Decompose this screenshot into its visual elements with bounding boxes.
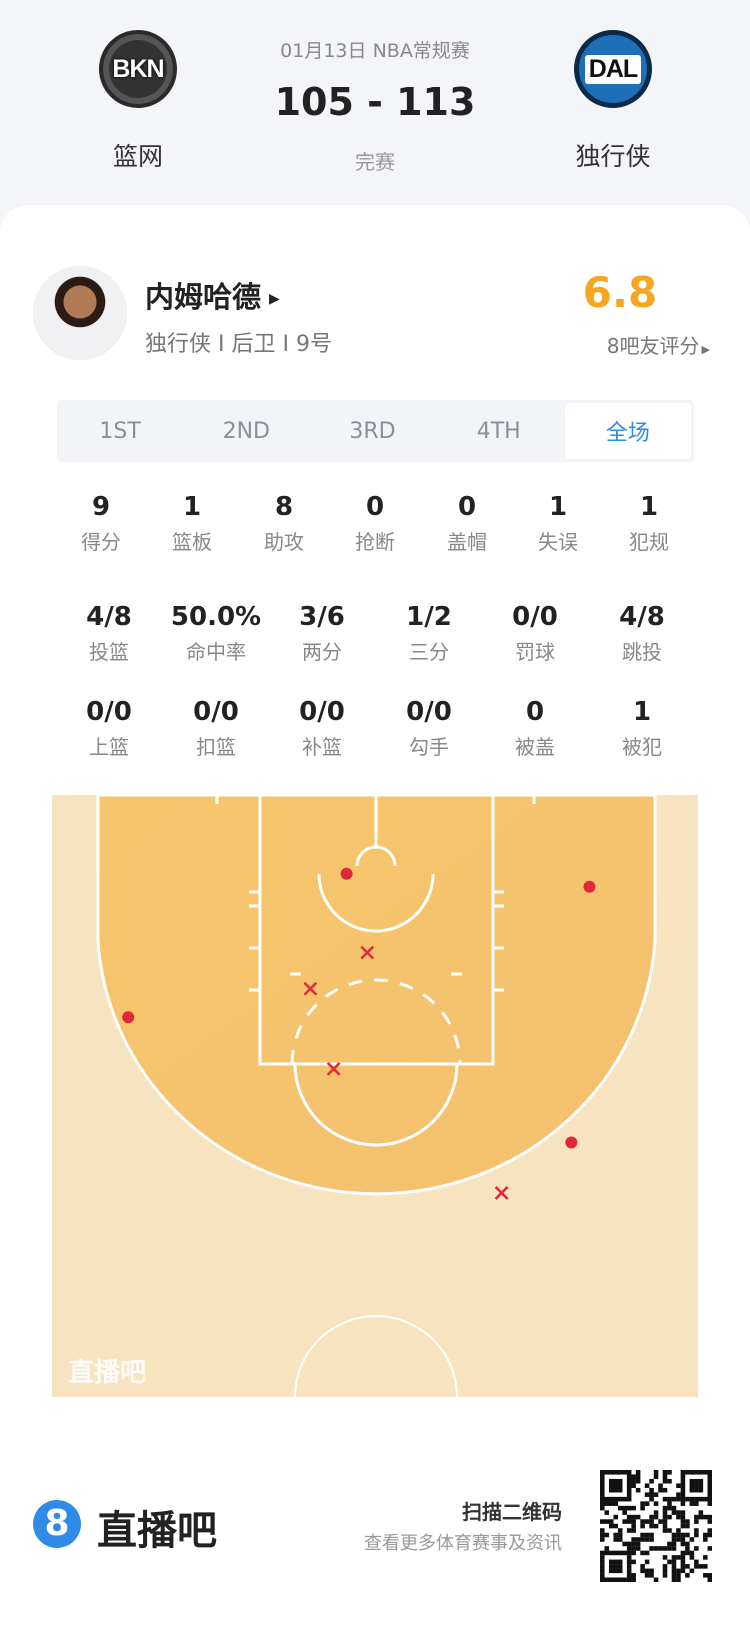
- stat-value: 4/8: [86, 602, 132, 632]
- missed-shot-marker: [326, 1062, 341, 1076]
- made-shot-marker: [565, 1136, 578, 1149]
- stat-stats-row1: 1 犯规: [594, 490, 704, 555]
- stat-label: 两分: [302, 640, 342, 664]
- stat-label: 得分: [81, 530, 121, 554]
- away-team-name: 独行侠: [575, 142, 651, 171]
- stat-value: 8: [274, 492, 294, 522]
- made-shot-marker: [122, 1011, 135, 1024]
- made-shot-marker: [340, 867, 353, 880]
- stat-label: 被犯: [622, 735, 662, 759]
- stat-label: 命中率: [186, 640, 246, 664]
- stat-value: 0: [365, 492, 385, 522]
- paint: [258, 795, 495, 1066]
- stat-value: 3/6: [299, 602, 345, 632]
- stat-value: 0: [457, 492, 477, 522]
- stat-value: 1: [639, 492, 659, 522]
- made-shot-marker: [583, 880, 596, 893]
- stat-label: 投篮: [89, 640, 129, 664]
- stat-stats-row1: 1 失误: [503, 490, 613, 555]
- stat-value: 1: [632, 697, 652, 727]
- stat-value: 50.0%: [170, 602, 262, 632]
- stat-stats-row3: 0/0 勾手: [374, 695, 484, 760]
- match-score: 105 - 113: [274, 80, 476, 124]
- away-team-logo[interactable]: DAL: [574, 30, 652, 108]
- stat-value: 1: [182, 492, 202, 522]
- stat-label: 失误: [538, 530, 578, 554]
- stat-stats-row2: 50.0% 命中率: [161, 600, 271, 665]
- home-team-logo[interactable]: BKN: [99, 30, 177, 108]
- stat-value: 4/8: [619, 602, 665, 632]
- stat-value: 0/0: [512, 602, 558, 632]
- tab-3rd[interactable]: 3RD: [349, 418, 396, 444]
- stat-label: 上篮: [89, 735, 129, 759]
- three-point-area: [96, 795, 657, 1196]
- stat-stats-row1: 9 得分: [46, 490, 156, 555]
- tab-full-game[interactable]: 全场: [564, 403, 692, 459]
- stat-stats-row3: 0 被盖: [480, 695, 590, 760]
- scan-subtitle: 查看更多体育赛事及资讯: [364, 1533, 562, 1554]
- missed-shot-marker: [303, 981, 318, 996]
- match-status: 完赛: [355, 150, 395, 174]
- player-name-link[interactable]: 内姆哈德 ▶: [145, 280, 280, 314]
- watermark: 直播吧: [68, 1358, 146, 1388]
- stat-stats-row2: 1/2 三分: [374, 600, 484, 665]
- stat-value: 0/0: [193, 697, 239, 727]
- shot-chart: 直播吧: [52, 795, 698, 1397]
- player-rating: 6.8: [582, 268, 658, 317]
- stat-label: 助攻: [264, 530, 304, 554]
- stat-label: 盖帽: [447, 530, 487, 554]
- stat-stats-row2: 0/0 罚球: [480, 600, 590, 665]
- stat-label: 三分: [409, 640, 449, 664]
- stat-value: 0/0: [406, 697, 452, 727]
- tab-4th[interactable]: 4TH: [476, 418, 521, 444]
- rating-link[interactable]: 8吧友评分 ▶: [606, 334, 710, 358]
- tab-2nd[interactable]: 2ND: [222, 418, 270, 444]
- tab-1st[interactable]: 1ST: [99, 418, 141, 444]
- caret-right-icon: ▶: [269, 291, 280, 307]
- match-date-league: 01月13日 NBA常规赛: [280, 40, 470, 62]
- caret-right-icon: ▶: [701, 343, 710, 356]
- stat-stats-row1: 8 助攻: [229, 490, 339, 555]
- stat-value: 9: [91, 492, 111, 522]
- stat-value: 0/0: [86, 697, 132, 727]
- stat-stats-row3: 1 被犯: [587, 695, 697, 760]
- stat-stats-row2: 3/6 两分: [267, 600, 377, 665]
- stat-label: 补篮: [302, 735, 342, 759]
- stat-value: 1: [548, 492, 568, 522]
- period-tabs: 1ST 2ND 3RD 4TH 全场: [57, 400, 694, 462]
- stat-label: 扣篮: [196, 735, 236, 759]
- qr-code: [600, 1470, 712, 1582]
- rim-arc: [355, 845, 397, 867]
- stat-stats-row3: 0/0 上篮: [54, 695, 164, 760]
- stat-stats-row1: 1 篮板: [137, 490, 247, 555]
- brand-name: 直播吧: [97, 1508, 217, 1554]
- stat-label: 罚球: [515, 640, 555, 664]
- stat-stats-row3: 0/0 补篮: [267, 695, 377, 760]
- stat-label: 犯规: [629, 530, 669, 554]
- missed-shot-marker: [360, 945, 375, 960]
- stat-stats-row2: 4/8 跳投: [587, 600, 697, 665]
- stat-stats-row1: 0 抢断: [320, 490, 430, 555]
- stat-label: 被盖: [515, 735, 555, 759]
- stat-label: 跳投: [622, 640, 662, 664]
- stat-value: 0/0: [299, 697, 345, 727]
- stat-label: 勾手: [409, 735, 449, 759]
- stat-value: 0: [525, 697, 545, 727]
- stat-stats-row2: 4/8 投篮: [54, 600, 164, 665]
- stat-stats-row1: 0 盖帽: [412, 490, 522, 555]
- player-avatar[interactable]: [33, 266, 127, 360]
- player-info: 独行侠 I 后卫 I 9号: [145, 332, 332, 357]
- stat-label: 抢断: [355, 530, 395, 554]
- missed-shot-marker: [494, 1186, 509, 1200]
- scan-title: 扫描二维码: [462, 1500, 562, 1524]
- brand-logo-icon: 8: [33, 1500, 81, 1548]
- stat-stats-row3: 0/0 扣篮: [161, 695, 271, 760]
- stat-value: 1/2: [406, 602, 452, 632]
- home-team-name: 篮网: [112, 142, 163, 171]
- stat-label: 篮板: [172, 530, 212, 554]
